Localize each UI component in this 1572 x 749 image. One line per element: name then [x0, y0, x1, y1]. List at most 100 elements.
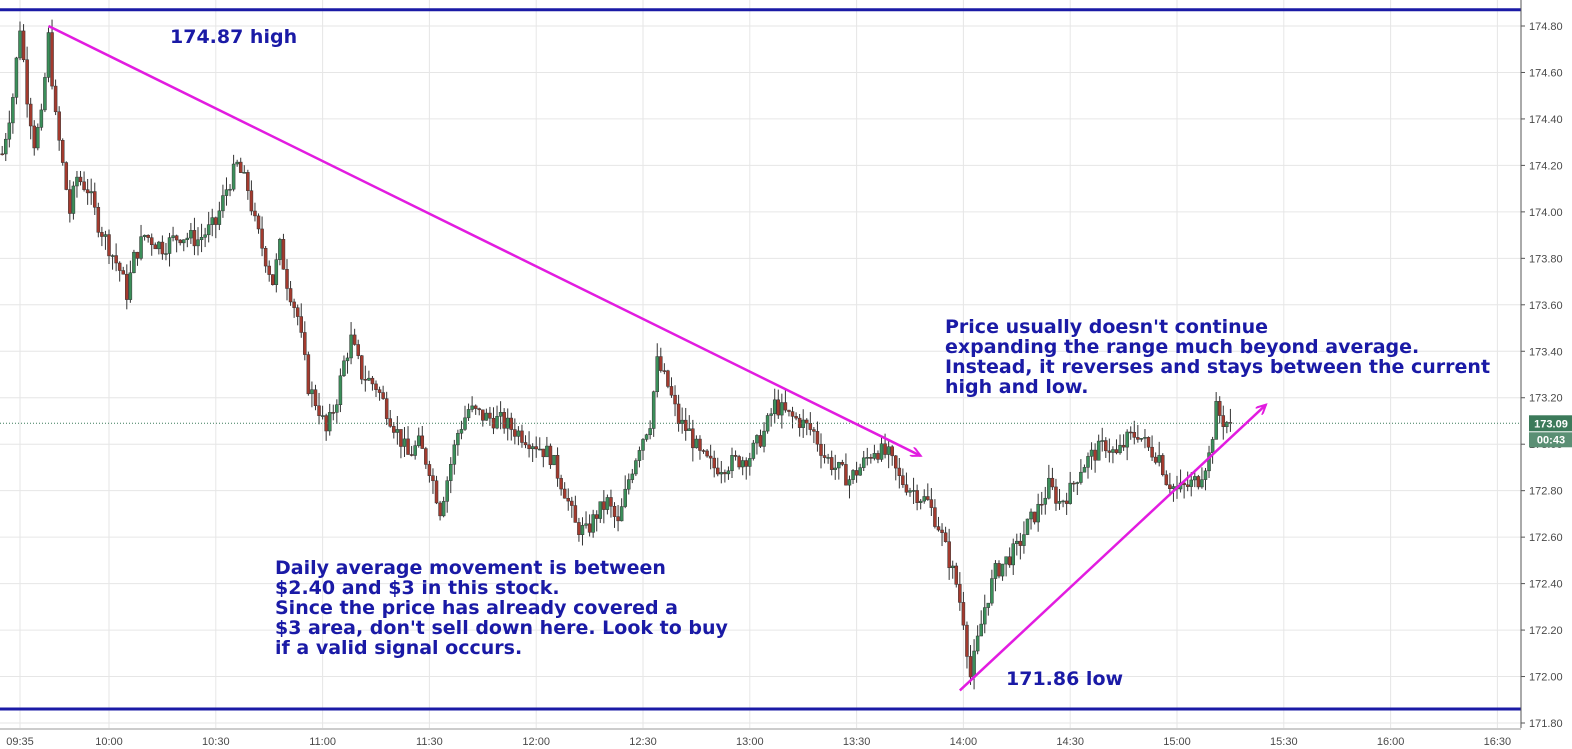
candle-body — [694, 438, 699, 449]
candle-body — [267, 265, 271, 275]
candle-body — [238, 161, 243, 173]
candle-body — [894, 455, 898, 469]
candle-body — [110, 255, 115, 257]
candle-body — [135, 251, 140, 259]
bottom-note-line: if a valid signal occurs. — [275, 637, 523, 659]
candle-body — [1082, 467, 1087, 473]
candle-body — [456, 432, 460, 446]
candle-body — [1104, 440, 1108, 452]
candle-body — [416, 435, 421, 446]
candle-body — [1207, 452, 1211, 472]
candle-body — [424, 448, 428, 465]
candle-body — [1210, 439, 1215, 454]
candle-body — [833, 467, 837, 470]
right-note-line: Instead, it reverses and stays between t… — [945, 356, 1491, 378]
y-tick-label: 174.60 — [1529, 67, 1563, 79]
candle-body — [125, 273, 129, 300]
candle-body — [865, 457, 870, 459]
candle-body — [683, 419, 688, 431]
candle-body — [278, 239, 282, 260]
candle-body — [139, 236, 143, 259]
candle-body — [60, 140, 65, 163]
y-tick-label: 173.20 — [1529, 393, 1563, 405]
candle-body — [740, 460, 745, 468]
candle-body — [242, 172, 247, 174]
x-tick-label: 16:30 — [1484, 736, 1512, 748]
candle-body — [1171, 486, 1176, 489]
candle-body — [100, 232, 104, 237]
candle-body — [1125, 431, 1129, 448]
candle-body — [53, 85, 58, 113]
x-tick-label: 14:00 — [950, 736, 978, 748]
candle-body — [605, 497, 610, 510]
candle-body — [164, 253, 168, 255]
candle-body — [669, 386, 674, 396]
y-tick-label: 172.80 — [1529, 486, 1563, 498]
uptrend-arrow — [958, 405, 1266, 692]
candle-body — [612, 505, 617, 517]
y-tick-label: 172.60 — [1529, 532, 1563, 544]
candle-body — [819, 443, 823, 456]
candle-body — [837, 462, 841, 469]
x-tick-label: 16:00 — [1377, 736, 1405, 748]
candle-body — [587, 523, 592, 533]
candle-body — [904, 484, 909, 493]
candle-body — [349, 334, 353, 359]
candle-body — [641, 439, 645, 451]
candle-body — [726, 470, 731, 475]
high-label: 174.87 high — [170, 26, 298, 48]
bottom-note-line: Daily average movement is between — [275, 557, 666, 579]
y-tick-label: 171.80 — [1529, 718, 1563, 730]
candle-body — [918, 500, 923, 503]
y-tick-label: 173.40 — [1529, 346, 1563, 358]
candle-body — [847, 479, 852, 486]
candle-body — [716, 467, 720, 475]
candle-body — [886, 446, 891, 455]
candle-body — [655, 356, 659, 392]
candle-body — [1025, 518, 1030, 535]
candle-body — [107, 234, 111, 257]
candle-body — [627, 479, 631, 490]
candle-body — [406, 438, 410, 455]
candle-body — [548, 445, 553, 466]
candle-body — [189, 230, 193, 239]
candle-body — [128, 272, 133, 300]
candle-body — [758, 435, 763, 447]
candle-body — [167, 237, 172, 254]
candle-body — [1036, 503, 1040, 523]
candle-body — [103, 234, 108, 237]
x-tick-label: 09:35 — [6, 736, 34, 748]
candle-body — [68, 189, 72, 214]
candle-body — [182, 239, 186, 244]
candle-body — [1007, 556, 1012, 566]
candle-body — [367, 377, 371, 381]
candle-body — [274, 259, 279, 285]
candle-body — [687, 428, 692, 431]
x-tick-label: 11:30 — [416, 736, 443, 748]
candle-body — [509, 417, 514, 430]
candle-body — [972, 650, 976, 678]
candle-body — [85, 189, 90, 194]
candle-body — [1136, 437, 1140, 440]
candle-body — [840, 462, 845, 465]
candle-body — [32, 125, 36, 149]
candle-body — [570, 500, 574, 506]
candle-body — [96, 207, 101, 233]
candle-body — [1121, 445, 1126, 448]
candle-body — [594, 514, 599, 519]
candle-body — [50, 32, 54, 87]
candle-body — [812, 429, 816, 432]
candle-body — [285, 269, 289, 289]
candle-body — [926, 496, 930, 500]
candle-body — [648, 428, 652, 435]
candle-body — [801, 419, 805, 428]
candle-body — [78, 176, 83, 183]
candle-body — [1039, 503, 1044, 506]
candle-body — [869, 457, 873, 459]
candle-body — [1143, 437, 1147, 439]
candle-body — [705, 450, 709, 457]
candle-body — [1164, 474, 1169, 486]
candle-body — [523, 442, 528, 446]
bottom-note-line: $3 area, don't sell down here. Look to b… — [275, 617, 728, 639]
